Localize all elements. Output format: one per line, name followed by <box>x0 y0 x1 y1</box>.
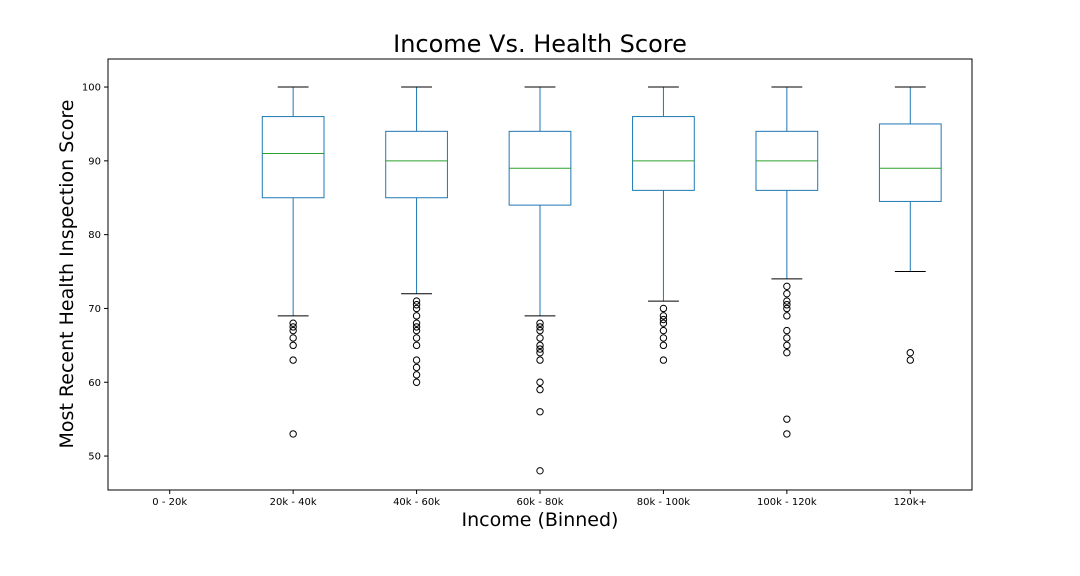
y-tick-label: 60 <box>88 378 101 389</box>
outlier-point <box>659 341 668 350</box>
y-tick-label: 100 <box>82 83 101 94</box>
x-tick-label: 80k - 100k <box>637 497 691 508</box>
outlier-point <box>536 408 544 416</box>
x-tick-label: 100k - 120k <box>757 497 817 508</box>
x-axis-label: Income (Binned) <box>462 509 619 531</box>
box-group <box>878 86 942 364</box>
outlier-point <box>783 312 791 320</box>
outlier-point <box>412 323 421 331</box>
outlier-point <box>906 356 914 364</box>
outlier-point <box>536 378 544 386</box>
outlier-point <box>783 289 791 298</box>
outlier-point <box>783 341 791 350</box>
iqr-box <box>385 130 448 199</box>
outlier-point <box>536 323 544 331</box>
outlier-point <box>289 319 297 327</box>
outlier-point <box>783 334 791 342</box>
outlier-point <box>536 356 544 364</box>
outlier-point <box>783 301 791 309</box>
box-group <box>508 86 572 475</box>
outlier-point <box>659 334 668 342</box>
outlier-point <box>783 326 791 335</box>
iqr-box <box>632 116 695 191</box>
outlier-point <box>536 319 544 327</box>
outlier-point <box>412 301 421 309</box>
outlier-point <box>659 304 668 313</box>
axes-layer: 50 60 70 80 90 100 0 - 20k 20k - 40k 40k - 60k 60… <box>82 83 927 508</box>
outlier-point <box>412 304 421 313</box>
outlier-point <box>289 356 297 364</box>
outlier-point <box>536 345 544 353</box>
outlier-point <box>536 349 544 357</box>
outlier-point <box>289 341 297 350</box>
outlier-point <box>412 326 421 335</box>
outlier-point <box>783 304 791 313</box>
outlier-point <box>412 363 421 372</box>
y-tick-label: 70 <box>88 304 101 315</box>
outlier-point <box>783 349 791 357</box>
outlier-point <box>412 341 421 350</box>
outlier-point <box>783 282 791 291</box>
outlier-point <box>412 371 421 379</box>
outlier-point <box>412 334 421 342</box>
iqr-box <box>261 116 325 199</box>
outlier-point <box>412 319 421 327</box>
outlier-point <box>289 430 297 438</box>
outlier-point <box>659 312 668 320</box>
outlier-point <box>536 385 544 394</box>
iqr-box <box>878 123 942 202</box>
outlier-point <box>412 297 421 305</box>
outlier-point <box>536 334 544 342</box>
outlier-point <box>659 315 668 324</box>
outlier-point <box>412 378 421 386</box>
y-tick-label: 50 <box>88 452 101 463</box>
outlier-point <box>536 326 544 335</box>
outlier-point <box>659 319 668 327</box>
box-group <box>755 86 819 438</box>
box-group <box>632 86 695 364</box>
outlier-point <box>783 430 791 438</box>
outlier-point <box>659 326 668 335</box>
box-group <box>261 86 325 438</box>
plot-layer <box>261 86 942 475</box>
outlier-point <box>289 326 297 335</box>
outlier-point <box>412 356 421 364</box>
x-tick-label: 20k - 40k <box>270 497 317 508</box>
chart-title: Income Vs. Health Score <box>393 30 687 58</box>
outlier-point <box>289 334 297 342</box>
outlier-point <box>536 467 544 475</box>
x-tick-label: 0 - 20k <box>152 497 187 508</box>
x-tick-label: 40k - 60k <box>393 497 440 508</box>
box-group <box>385 86 448 386</box>
outlier-point <box>906 349 914 357</box>
y-tick-label: 80 <box>88 230 101 241</box>
outlier-point <box>536 341 544 350</box>
outlier-point <box>289 323 297 331</box>
y-tick-label: 90 <box>88 156 101 167</box>
x-tick-label: 120k+ <box>894 497 927 508</box>
outlier-point <box>659 356 668 364</box>
outlier-point <box>412 312 421 320</box>
x-tick-label: 60k - 80k <box>517 497 564 508</box>
outlier-point <box>783 415 791 423</box>
y-axis-label: Most Recent Health Inspection Score <box>56 100 78 449</box>
outlier-point <box>783 297 791 305</box>
